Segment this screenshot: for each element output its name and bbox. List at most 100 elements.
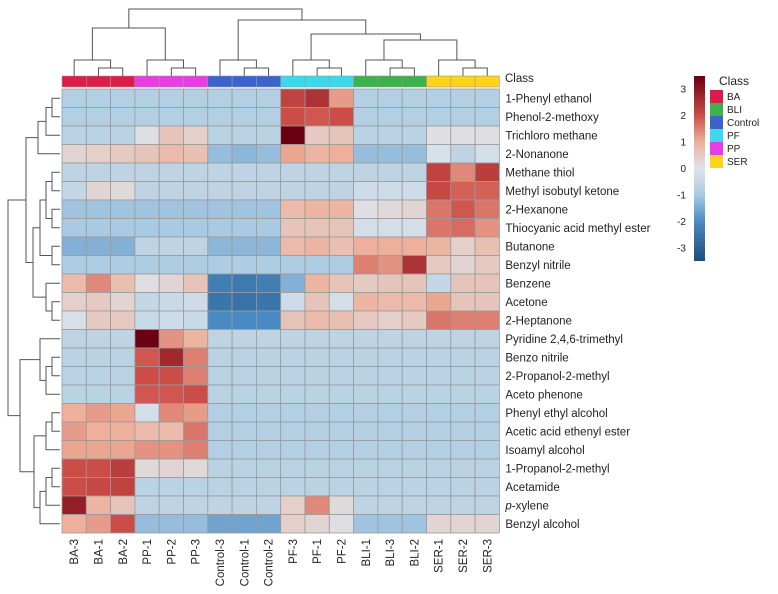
heatmap-cell xyxy=(328,310,354,330)
heatmap-cell xyxy=(183,218,209,238)
heatmap-cell xyxy=(158,310,184,330)
heatmap-cell xyxy=(183,329,209,349)
heatmap-cell xyxy=(328,366,354,386)
heatmap-cell xyxy=(377,329,403,349)
heatmap-cell xyxy=(426,495,452,515)
heatmap-cell xyxy=(474,236,500,256)
heatmap-cell xyxy=(328,329,354,349)
dendrogram-branch xyxy=(462,67,488,76)
heatmap-cell xyxy=(207,310,233,330)
heatmap-cell xyxy=(304,495,330,515)
column-labels: BA-3 BA-1 BA-2 PP-1 PP-2 PP-3 Control-3 Control… xyxy=(69,539,494,586)
heatmap-cell xyxy=(450,458,476,478)
legend-swatch xyxy=(710,129,723,142)
heatmap-cell xyxy=(304,236,330,256)
heatmap-cell xyxy=(474,310,500,330)
heatmap-cell xyxy=(304,366,330,386)
colorbar-tick-label: 1 xyxy=(680,138,686,149)
heatmap-cell xyxy=(110,477,136,497)
heatmap-cell xyxy=(401,292,427,312)
dendrogram-branch xyxy=(7,199,26,417)
legend-label: SER xyxy=(727,157,748,168)
heatmap-cell xyxy=(231,199,257,219)
heatmap-cell xyxy=(328,199,354,219)
heatmap-cell xyxy=(377,125,403,145)
heatmap-cell xyxy=(158,292,184,312)
heatmap-cell xyxy=(85,329,112,349)
heatmap-cell xyxy=(304,477,330,497)
heatmap-cell xyxy=(328,495,354,515)
heatmap-cell xyxy=(377,403,403,423)
heatmap-cell xyxy=(110,255,136,275)
heatmap-cell xyxy=(183,384,209,404)
dendrogram-branch xyxy=(51,97,60,118)
legend-label: PP xyxy=(727,144,741,155)
colorbar-tick-label: 2 xyxy=(680,111,686,122)
heatmap-cell xyxy=(377,366,403,386)
heatmap-cell xyxy=(401,403,427,423)
heatmap-cell xyxy=(328,218,354,238)
heatmap-cell xyxy=(85,421,112,441)
heatmap-cell xyxy=(377,107,403,127)
heatmap-cell xyxy=(255,273,282,293)
heatmap-cell xyxy=(450,292,476,312)
heatmap-cell xyxy=(474,366,500,386)
heatmap-cell xyxy=(231,310,257,330)
heatmap-cell xyxy=(85,162,112,182)
dendrogram-branch xyxy=(237,19,367,60)
heatmap-cell xyxy=(61,125,87,145)
heatmap-cell xyxy=(304,125,330,145)
heatmap-cell xyxy=(61,107,87,127)
heatmap-cell xyxy=(158,162,184,182)
heatmap-cell xyxy=(353,477,379,497)
heatmap-cell xyxy=(280,329,306,349)
heatmap-cell xyxy=(474,347,500,367)
heatmap-cell xyxy=(426,273,452,293)
heatmap-cell xyxy=(426,88,452,108)
heatmap-cell xyxy=(426,199,452,219)
heatmap-cell xyxy=(328,144,354,164)
heatmap-cell xyxy=(134,347,160,367)
heatmap-cell xyxy=(207,199,233,219)
row-label: 1-Propanol-2-methyl xyxy=(505,463,609,475)
heatmap-cell xyxy=(231,125,257,145)
heatmap-cell xyxy=(353,458,379,478)
heatmap-cell xyxy=(158,181,184,201)
heatmap-cell xyxy=(450,273,476,293)
dendrogram-branch xyxy=(243,67,270,76)
heatmap-cell xyxy=(207,181,233,201)
heatmap-cell xyxy=(110,292,136,312)
heatmap-cell xyxy=(231,181,257,201)
heatmap-cell xyxy=(377,514,403,534)
heatmap-cell xyxy=(134,199,160,219)
heatmap-cell xyxy=(183,199,209,219)
heatmap-cell xyxy=(255,199,282,219)
heatmap-cell xyxy=(353,181,379,201)
column-label: BLI-2 xyxy=(409,539,421,567)
heatmap-cell xyxy=(280,384,306,404)
heatmap-cell xyxy=(85,88,112,108)
heatmap-cell xyxy=(328,162,354,182)
heatmap-cell xyxy=(158,347,184,367)
heatmap-cell xyxy=(183,421,209,441)
heatmap-cell xyxy=(450,255,476,275)
heatmap-cell xyxy=(353,107,379,127)
heatmap-cell xyxy=(110,440,136,460)
heatmap-cell xyxy=(426,236,452,256)
column-label: PF-1 xyxy=(312,539,324,564)
heatmap-cell xyxy=(61,514,87,534)
heatmap-cell xyxy=(280,88,306,108)
legend-swatch xyxy=(710,116,723,129)
row-label: Benzo nitrile xyxy=(505,352,568,364)
heatmap-cell xyxy=(134,329,160,349)
heatmap-cell xyxy=(280,403,306,423)
heatmap-cell xyxy=(255,125,282,145)
heatmap-cell xyxy=(280,107,306,127)
heatmap-cell xyxy=(377,495,403,515)
heatmap-cell xyxy=(353,88,379,108)
heatmap-cell xyxy=(377,477,403,497)
heatmap-cell xyxy=(377,384,403,404)
heatmap-cell xyxy=(401,162,427,182)
heatmap-cell xyxy=(353,218,379,238)
heatmap-cell xyxy=(134,366,160,386)
